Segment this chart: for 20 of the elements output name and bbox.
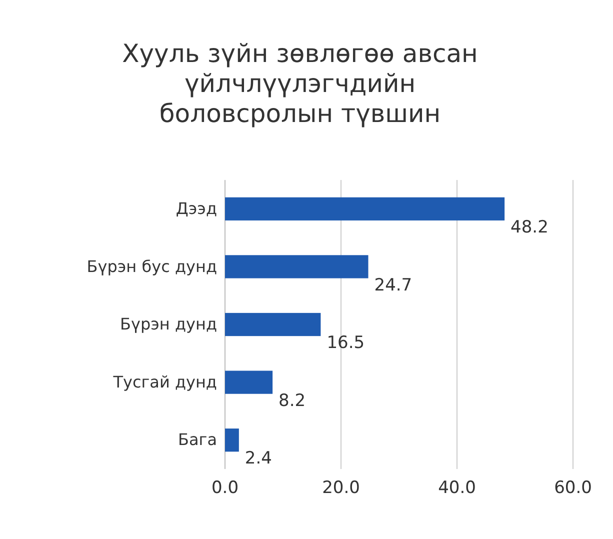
chart-title: Хууль зүйн зөвлөгөө авсан үйлчлүүлэгчдийн боловсролын түвшин bbox=[122, 39, 478, 128]
bar bbox=[225, 370, 273, 394]
bar bbox=[225, 312, 321, 336]
data-label: 2.4 bbox=[244, 448, 272, 469]
x-tick-label: 0.0 bbox=[211, 478, 239, 498]
bar bbox=[225, 428, 239, 452]
bar bbox=[225, 255, 368, 278]
data-label: 8.2 bbox=[278, 390, 306, 411]
x-tick-label: 40.0 bbox=[438, 478, 476, 498]
y-tick-label: Бага bbox=[178, 430, 217, 450]
y-tick-label: Бүрэн дунд bbox=[120, 314, 217, 334]
data-label: 16.5 bbox=[326, 333, 365, 354]
bar bbox=[225, 197, 505, 220]
data-label: 48.2 bbox=[510, 217, 548, 238]
y-tick-label: Бүрэн бус дунд bbox=[86, 256, 217, 276]
data-label: 24.7 bbox=[374, 275, 412, 296]
y-tick-label: Тусгай дунд bbox=[112, 372, 217, 392]
y-tick-label: Дээд bbox=[176, 199, 217, 218]
x-tick-label: 60.0 bbox=[554, 478, 592, 498]
x-tick-label: 20.0 bbox=[322, 478, 360, 498]
